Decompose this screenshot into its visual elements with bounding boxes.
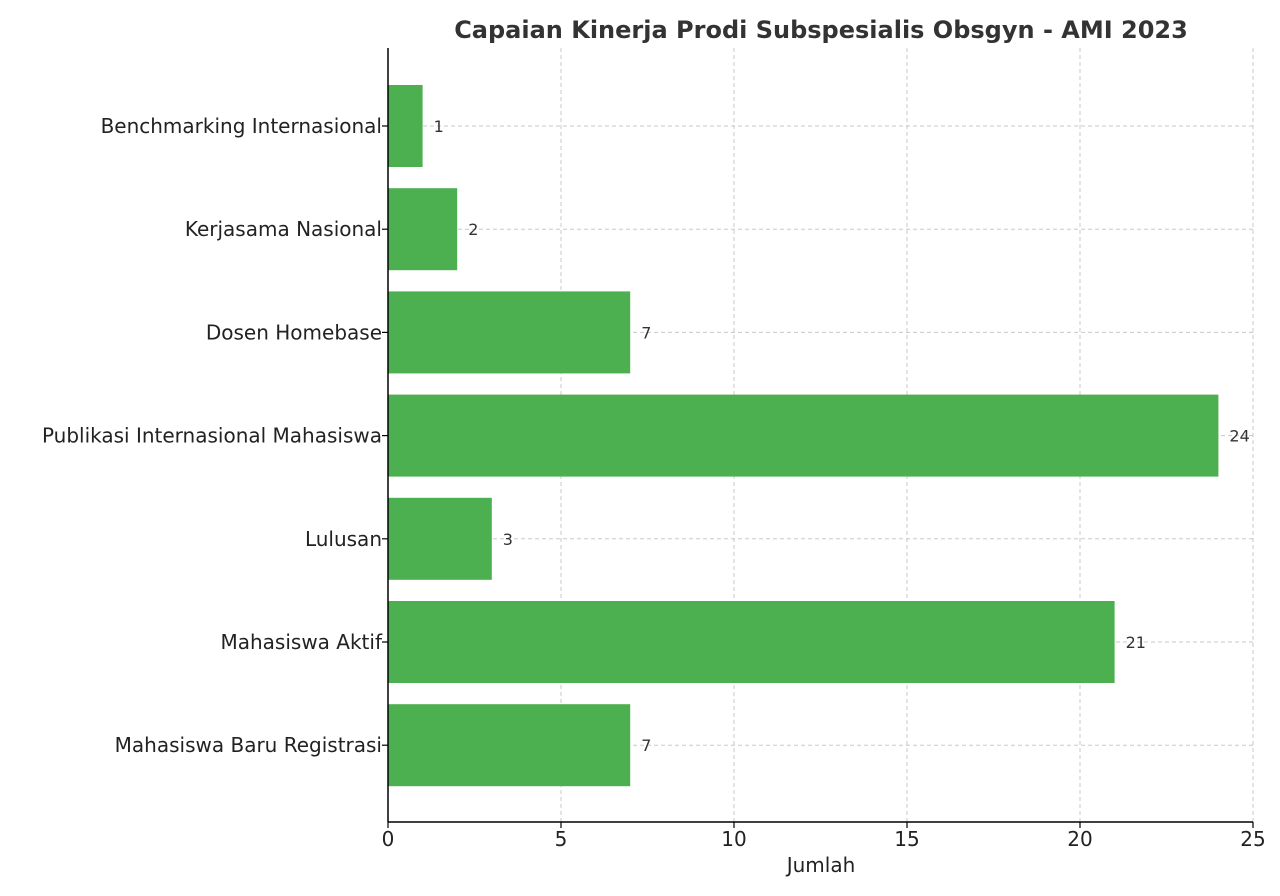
bar [388,85,423,167]
bar [388,188,458,271]
bar [388,497,492,580]
bars [388,85,1219,787]
x-tick-labels: 0 5 10 15 20 25 [382,822,1266,851]
data-label: 24 [1229,427,1249,446]
x-tick-label: 20 [1067,827,1092,851]
category-label: Mahasiswa Aktif [220,630,382,654]
data-label: 1 [434,117,444,136]
x-tick-label: 10 [721,827,746,851]
category-label: Publikasi Internasional Mahasiswa [42,424,382,448]
x-tick-label: 15 [894,827,919,851]
category-labels: Benchmarking Internasional Kerjasama Nasi… [42,114,388,757]
data-label: 3 [503,530,513,549]
bar [388,394,1219,477]
x-tick-label: 25 [1240,827,1265,851]
bar [388,291,631,374]
category-label: Dosen Homebase [206,320,382,344]
data-label: 7 [641,323,651,342]
bar [388,704,631,787]
category-label: Kerjasama Nasional [185,217,382,241]
data-labels: 1 2 7 24 3 21 7 [434,117,1250,755]
x-axis-title: Jumlah [785,853,856,877]
chart-title: Capaian Kinerja Prodi Subspesialis Obsgy… [454,16,1188,44]
data-label: 7 [641,736,651,755]
category-label: Lulusan [305,527,382,551]
bar [388,601,1115,683]
category-label: Mahasiswa Baru Registrasi [115,733,382,757]
category-label: Benchmarking Internasional [101,114,382,138]
data-label: 2 [468,220,478,239]
x-tick-label: 5 [555,827,568,851]
data-label: 21 [1126,633,1146,652]
x-tick-label: 0 [382,827,395,851]
